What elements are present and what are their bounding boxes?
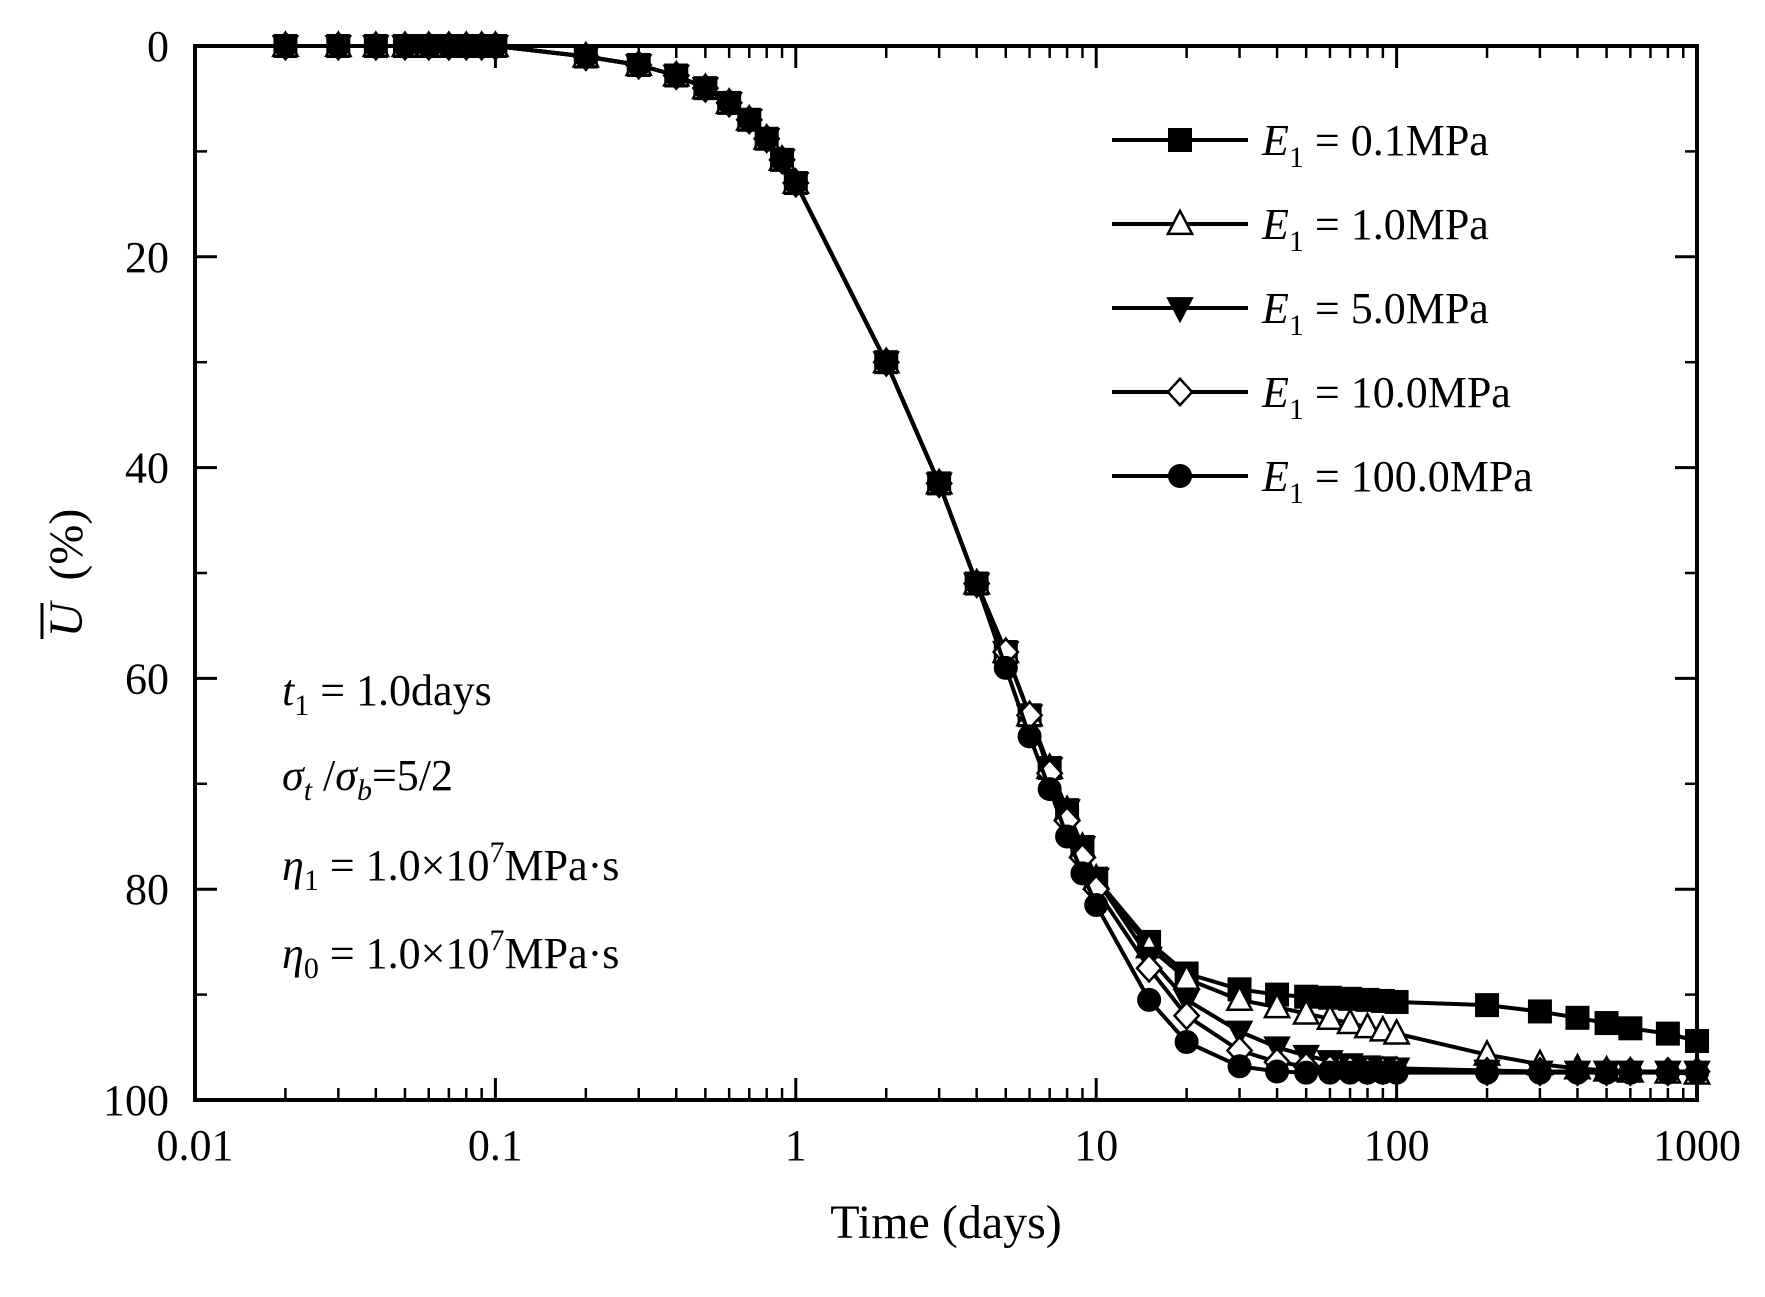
x-tick-label: 1000 <box>1653 1121 1741 1170</box>
data-point <box>783 171 808 196</box>
legend-marker <box>1168 464 1192 488</box>
data-point <box>754 126 779 151</box>
data-point <box>1037 777 1062 802</box>
legend-label: E1 = 5.0MPa <box>1261 284 1489 342</box>
data-point <box>1382 1017 1411 1045</box>
data-point <box>993 655 1018 680</box>
legend-marker <box>1166 376 1194 408</box>
x-tick-label: 0.1 <box>468 1121 523 1170</box>
data-point <box>1137 987 1162 1012</box>
data-point <box>626 52 651 77</box>
data-point <box>770 147 795 172</box>
legend-item: E1 = 1.0MPa <box>1112 200 1489 258</box>
data-point <box>1565 1005 1590 1030</box>
data-point <box>717 90 742 115</box>
legend: E1 = 0.1MPa E1 = 1.0MPa E1 = 5.0MPa E1 = 10… <box>1112 116 1533 510</box>
data-point <box>1594 1011 1619 1036</box>
legend-label: E1 = 0.1MPa <box>1261 116 1489 174</box>
y-tick-label: 100 <box>103 1076 169 1125</box>
legend-item: E1 = 10.0MPa <box>1112 368 1511 426</box>
legend-item: E1 = 0.1MPa <box>1112 116 1489 174</box>
data-point <box>1070 861 1095 886</box>
data-point <box>1265 1059 1290 1084</box>
y-tick-label: 40 <box>125 444 169 493</box>
plot-frame <box>193 44 1699 1102</box>
y-tick-label: 0 <box>147 22 169 71</box>
legend-label: E1 = 10.0MPa <box>1261 368 1511 426</box>
axis-tick-labels: 0.01 0.1 1 10 100 1000 0 20 40 60 80 100 <box>103 22 1741 1170</box>
data-point <box>1353 1011 1382 1039</box>
annotation-eta0: η0 = 1.0×107MPa·s <box>282 924 619 985</box>
data-point <box>1225 1020 1254 1047</box>
data-point <box>1565 1060 1590 1085</box>
data-point <box>1618 1016 1643 1041</box>
legend-marker <box>1168 128 1192 152</box>
data-point <box>1055 824 1080 849</box>
x-axis-title: Time (days) <box>830 1196 1062 1249</box>
legend-item: E1 = 5.0MPa <box>1112 284 1489 342</box>
legend-marker <box>1165 208 1195 236</box>
data-point <box>1527 999 1552 1024</box>
y-tick-label: 60 <box>125 654 169 703</box>
data-point <box>664 63 689 88</box>
data-point <box>693 76 718 101</box>
data-point <box>1475 993 1500 1018</box>
data-point <box>1294 1060 1319 1085</box>
y-axis-symbol: U <box>40 599 93 637</box>
data-point <box>1618 1060 1643 1085</box>
svg-text:U (%): U (%) <box>40 509 93 638</box>
data-point <box>573 44 598 69</box>
data-point <box>737 107 762 132</box>
data-point <box>1262 991 1292 1019</box>
data-point <box>874 350 899 375</box>
data-point <box>1655 1021 1680 1046</box>
annotation-eta1: η1 = 1.0×107MPa·s <box>282 836 619 897</box>
data-point <box>1174 1030 1199 1055</box>
annotation-t1: t1 = 1.0days <box>282 666 492 722</box>
y-tick-label: 20 <box>125 233 169 282</box>
data-point <box>1475 1060 1500 1085</box>
data-point <box>1655 1060 1680 1085</box>
data-point <box>1017 724 1042 749</box>
data-point <box>1317 1060 1342 1085</box>
y-axis-title: U (%) <box>40 509 93 639</box>
legend-item: E1 = 100.0MPa <box>1112 452 1533 510</box>
data-point <box>1172 962 1201 990</box>
legend-label: E1 = 100.0MPa <box>1261 452 1533 510</box>
data-point <box>1227 1054 1252 1079</box>
data-point <box>1527 1060 1552 1085</box>
data-point <box>1292 997 1321 1025</box>
series-line <box>285 44 1698 1043</box>
data-point <box>1172 1000 1201 1031</box>
data-point <box>1135 953 1163 984</box>
data-point <box>1384 989 1409 1014</box>
series-1 <box>273 34 1709 1053</box>
y-tick-label: 80 <box>125 865 169 914</box>
x-tick-label: 100 <box>1364 1121 1430 1170</box>
legend-marker <box>1166 297 1194 324</box>
data-point <box>1084 893 1109 918</box>
data-point <box>1335 1007 1365 1035</box>
x-tick-label: 0.01 <box>157 1121 234 1170</box>
parameter-annotations: t1 = 1.0days σt /σb=5/2 η1 = 1.0×107MPa·… <box>282 666 619 985</box>
legend-label: E1 = 1.0MPa <box>1261 200 1489 258</box>
annotation-sigma-ratio: σt /σb=5/2 <box>282 751 453 807</box>
data-point <box>1384 1060 1409 1085</box>
data-point <box>1225 983 1254 1012</box>
data-point <box>1594 1060 1619 1085</box>
y-axis-unit: (%) <box>40 509 93 581</box>
x-tick-label: 1 <box>785 1121 807 1170</box>
data-point <box>1315 1002 1345 1030</box>
data-point <box>964 571 989 596</box>
data-point <box>927 471 952 496</box>
x-tick-label: 10 <box>1074 1121 1118 1170</box>
